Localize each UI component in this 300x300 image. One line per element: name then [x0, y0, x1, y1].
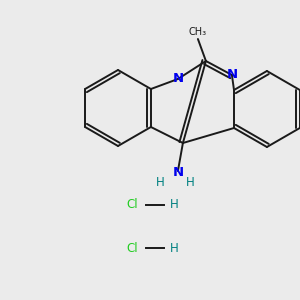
Text: N: N: [226, 68, 238, 82]
Text: H: H: [169, 199, 178, 212]
Text: H: H: [169, 242, 178, 254]
Text: Cl: Cl: [126, 199, 138, 212]
Text: H: H: [185, 176, 194, 190]
Text: N: N: [172, 167, 184, 179]
Text: CH₃: CH₃: [189, 27, 207, 37]
Text: N: N: [172, 73, 184, 85]
Text: H: H: [155, 176, 164, 190]
Text: Cl: Cl: [126, 242, 138, 254]
